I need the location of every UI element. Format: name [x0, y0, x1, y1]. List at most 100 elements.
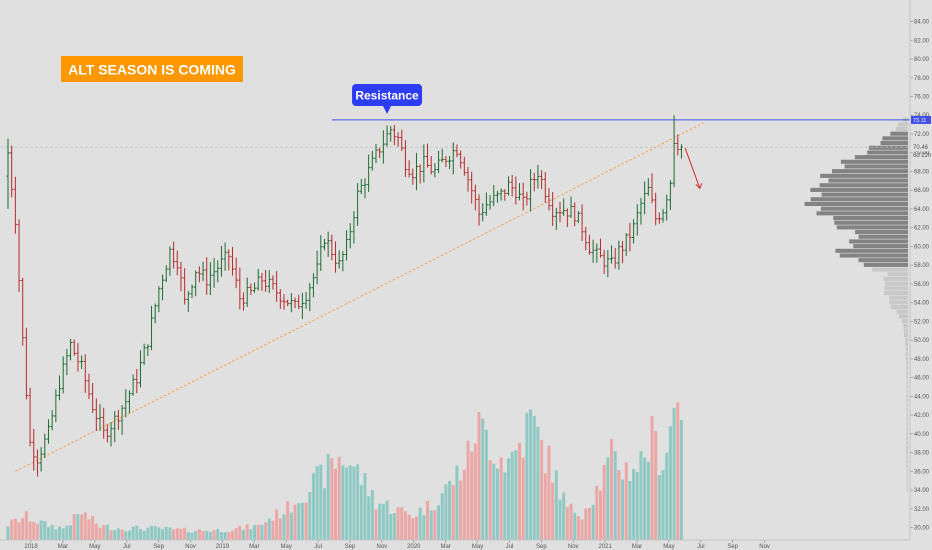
- volume-bar: [58, 526, 62, 540]
- price-bar: [551, 191, 555, 226]
- price-bar: [300, 292, 304, 320]
- volume-bar: [459, 480, 463, 540]
- bar-countdown-tag: 6d 22h: [913, 153, 931, 159]
- price-bar: [620, 240, 625, 264]
- resistance-label: Resistance: [355, 89, 419, 103]
- volume-bar: [580, 519, 584, 540]
- volume-bar: [271, 520, 275, 540]
- volume-bar: [219, 531, 223, 540]
- price-bar: [293, 297, 297, 309]
- volume-bar: [80, 514, 84, 540]
- volume-bar: [109, 530, 113, 540]
- price-bar: [157, 286, 161, 313]
- price-axis-label: 52.00: [914, 319, 930, 325]
- volume-bar: [153, 525, 157, 540]
- price-bar: [341, 251, 345, 272]
- price-bar: [17, 219, 21, 292]
- volume-bar: [510, 451, 514, 540]
- price-bar: [492, 185, 496, 207]
- volume-profile: [804, 117, 908, 492]
- volume-profile-bar: [849, 239, 908, 244]
- price-axis-label: 40.00: [914, 432, 930, 438]
- volume-bar: [230, 530, 234, 540]
- price-bar: [459, 150, 463, 169]
- price-bar: [179, 261, 183, 292]
- volume-profile-bar: [906, 384, 908, 389]
- price-bar: [326, 231, 330, 257]
- price-axis-label: 46.00: [914, 376, 930, 382]
- volume-bar: [172, 529, 176, 540]
- price-bar: [650, 173, 654, 204]
- price-bar: [392, 125, 396, 146]
- volume-bar: [157, 527, 161, 540]
- volume-bar: [477, 412, 481, 540]
- volume-bar: [403, 511, 407, 540]
- volume-bar: [94, 523, 98, 540]
- price-axis-label: 38.00: [914, 451, 930, 457]
- price-bar: [477, 194, 481, 226]
- volume-bar: [256, 524, 260, 540]
- volume-profile-bar: [905, 351, 908, 356]
- time-axis-label: Sep: [153, 544, 164, 550]
- volume-bar: [46, 527, 50, 540]
- volume-bar: [267, 518, 271, 540]
- volume-profile-bar: [884, 286, 908, 291]
- volume-profile-bar: [906, 436, 908, 441]
- volume-profile-bar: [906, 389, 908, 394]
- price-bar: [249, 283, 253, 295]
- volume-bar: [352, 466, 356, 540]
- volume-bar: [297, 503, 301, 540]
- volume-bar: [481, 418, 485, 540]
- price-axis-label: 60.00: [914, 244, 930, 250]
- volume-profile-bar: [905, 342, 908, 347]
- volume-profile-bar: [819, 183, 908, 188]
- volume-bar: [238, 525, 242, 540]
- volume-profile-bar: [834, 220, 908, 225]
- volume-bar: [617, 470, 621, 540]
- price-axis-label: 44.00: [914, 394, 930, 400]
- price-bar: [558, 202, 562, 223]
- volume-bar: [72, 514, 76, 540]
- volume-bar: [606, 457, 610, 540]
- price-bar: [72, 339, 76, 356]
- price-bar: [407, 160, 411, 178]
- volume-bar: [422, 515, 426, 540]
- price-bar: [646, 178, 650, 196]
- price-bar: [367, 154, 371, 193]
- price-bar: [260, 272, 264, 291]
- volume-profile-bar: [869, 145, 908, 150]
- volume-profile-bar: [906, 393, 908, 399]
- volume-profile-bar: [889, 295, 908, 300]
- volume-bar: [142, 530, 146, 540]
- volume-bar: [518, 442, 522, 540]
- volume-bar: [13, 518, 17, 540]
- volume-bar: [444, 484, 448, 540]
- time-axis-label: Jul: [123, 544, 131, 550]
- price-bar: [403, 140, 408, 178]
- volume-profile-bar: [904, 333, 908, 338]
- price-bar: [466, 166, 470, 192]
- price-bar: [43, 433, 47, 459]
- volume-profile-bar: [906, 445, 908, 450]
- volume-bar: [91, 515, 95, 540]
- price-bar: [271, 275, 275, 290]
- price-bar: [105, 424, 109, 443]
- volume-profile-bar: [906, 468, 908, 474]
- resistance-callout: Resistance: [352, 84, 423, 114]
- volume-profile-bar: [906, 408, 908, 413]
- price-bar: [24, 327, 28, 400]
- volume-profile-bar: [903, 328, 908, 333]
- volume-bar: [10, 519, 14, 540]
- volume-bar: [146, 527, 150, 540]
- price-bar: [230, 246, 235, 276]
- volume-profile-bar: [810, 187, 908, 192]
- price-bar: [359, 178, 363, 195]
- volume-bar: [124, 531, 128, 540]
- price-bar: [436, 150, 441, 174]
- price-bar: [643, 181, 647, 215]
- price-bar: [565, 208, 569, 227]
- price-bar: [562, 198, 566, 216]
- time-axis-label: Sep: [727, 544, 738, 550]
- volume-bar: [208, 531, 212, 540]
